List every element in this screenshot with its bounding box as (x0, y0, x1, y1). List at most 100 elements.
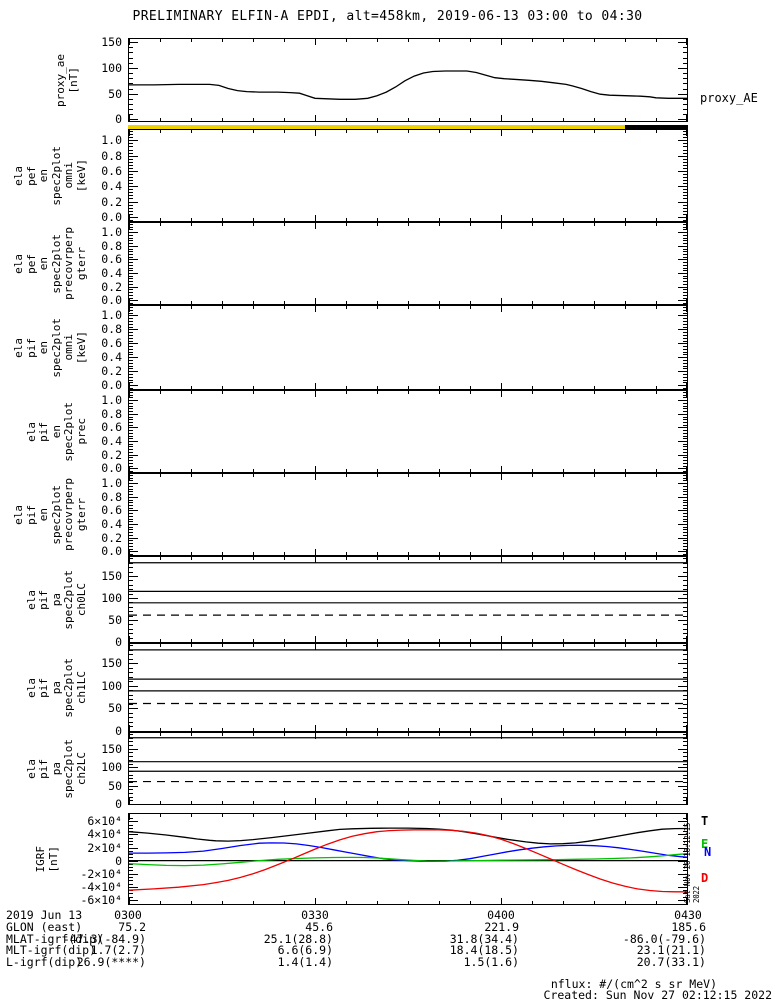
tick-mark (129, 198, 133, 200)
tick-mark (683, 654, 687, 656)
tick-mark (407, 118, 409, 121)
tick-mark (129, 499, 133, 501)
tick-mark (683, 480, 687, 482)
time-axis-row: 2019 Jun 13 0300 0330 0400 0430 (0, 908, 775, 922)
tick-mark (283, 728, 285, 731)
tick-mark (129, 229, 133, 231)
tick-mark (683, 195, 687, 197)
tick-mark (683, 475, 687, 477)
tick-mark (531, 469, 533, 472)
tick-mark (683, 267, 687, 269)
tick-mark (190, 386, 192, 389)
tick-mark (407, 469, 409, 472)
tick-mark (683, 694, 687, 696)
footer-row-label: MLAT-igrf(dip) (6, 931, 103, 946)
tick-mark (376, 130, 378, 133)
panel-ylabel-line: prec (74, 418, 88, 445)
tick-mark (469, 728, 471, 731)
tick-mark (252, 552, 254, 555)
tick-mark (345, 391, 347, 394)
tick-mark (678, 245, 687, 247)
tick-mark (438, 118, 440, 121)
y-tick-label: 100 (101, 760, 122, 775)
tick-mark (683, 103, 687, 105)
tick-mark (562, 901, 564, 904)
tick-mark (683, 278, 687, 280)
footer-value: 6.6(6.9) (277, 943, 333, 957)
footer-value: 185.6 (671, 920, 706, 934)
tick-mark (129, 115, 130, 121)
tick-mark (683, 518, 687, 520)
tick-mark (190, 306, 192, 309)
tick-mark (129, 847, 138, 849)
tick-mark (678, 804, 687, 805)
tick-mark (129, 814, 130, 820)
tick-mark (129, 543, 133, 545)
tick-mark (683, 460, 687, 462)
tick-mark (655, 386, 657, 389)
series-D (129, 829, 687, 893)
tick-mark (345, 814, 347, 817)
tick-mark (129, 474, 130, 480)
tick-mark (678, 468, 687, 470)
tick-mark (129, 424, 133, 426)
tick-mark (376, 639, 378, 642)
panel-ylabel-line: ch0LC (74, 582, 88, 617)
tick-mark (129, 446, 133, 448)
tick-mark (683, 717, 687, 719)
tick-mark (501, 474, 503, 480)
tick-mark (221, 639, 223, 642)
tick-mark (129, 654, 133, 656)
tick-mark (129, 78, 133, 80)
y-tick-label: 1.0 (101, 476, 122, 491)
y-tick-label: 1.0 (101, 393, 122, 408)
tick-mark (678, 329, 687, 331)
tick-mark (438, 386, 440, 389)
y-tick-label: 0 (115, 112, 122, 127)
y-tick-label: 0.4 (101, 350, 122, 365)
tick-mark (129, 863, 133, 865)
tick-mark (407, 39, 409, 42)
tick-mark (678, 170, 687, 172)
y-tick-label: 0.8 (101, 238, 122, 253)
tick-mark (129, 589, 133, 591)
tick-mark (129, 611, 133, 613)
tick-mark (683, 167, 687, 169)
tick-mark (683, 611, 687, 613)
tick-mark (129, 421, 133, 423)
tick-mark (345, 301, 347, 304)
tick-mark (129, 513, 133, 515)
tick-mark (531, 130, 533, 133)
tick-mark (678, 785, 687, 787)
tick-mark (129, 354, 133, 356)
tick-mark (129, 243, 133, 245)
tick-mark (129, 143, 133, 145)
tick-mark (683, 62, 687, 64)
tick-mark (129, 103, 133, 105)
tick-mark (683, 152, 687, 154)
tick-mark (129, 628, 133, 630)
tick-mark (159, 801, 161, 804)
tick-mark (252, 130, 254, 133)
tick-mark (129, 210, 133, 212)
tick-mark (655, 39, 657, 42)
tick-mark (683, 534, 687, 536)
tick-mark (683, 831, 687, 833)
tick-mark (129, 748, 138, 750)
tick-mark (283, 474, 285, 477)
tick-mark (683, 443, 687, 445)
tick-mark (129, 320, 133, 322)
footer-row-mlt: MLT-igrf(dip) 1.7(2.7) 6.6(6.9) 18.4(18.… (0, 943, 775, 957)
tick-mark (683, 681, 687, 683)
time-tick-label: 0400 (487, 908, 515, 922)
tick-mark (345, 728, 347, 731)
tick-mark (683, 134, 687, 136)
tick-mark (562, 39, 564, 42)
tick-mark (683, 850, 687, 852)
tick-mark (683, 721, 687, 723)
tick-mark (469, 218, 471, 221)
tick-mark (129, 731, 138, 732)
tick-mark (129, 270, 133, 272)
tick-mark (501, 223, 503, 229)
tick-mark (129, 454, 138, 456)
